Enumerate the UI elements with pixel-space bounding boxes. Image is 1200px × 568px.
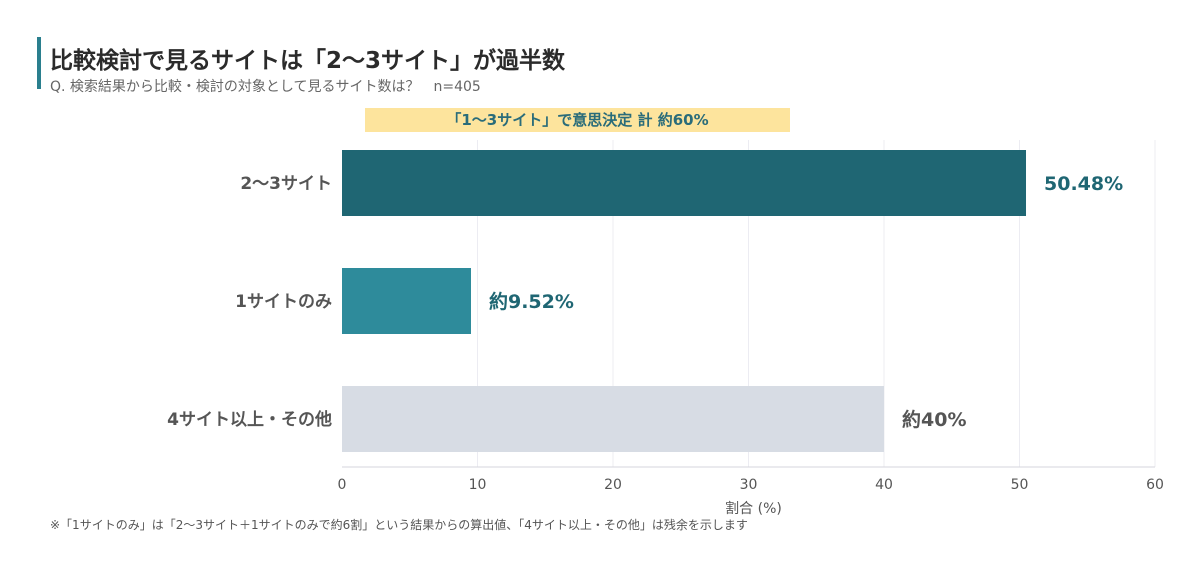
category-label: 4サイト以上・その他 [167, 409, 332, 430]
chart-subtitle: Q. 検索結果から比較・検討の対象として見るサイト数は？ n=405 [50, 76, 481, 96]
x-axis-title: 割合 (%) [725, 500, 782, 517]
bar [342, 386, 884, 452]
highlight-banner: 「1〜3サイト」で意思決定 計 約60% [365, 108, 790, 132]
x-tick-label: 20 [604, 477, 622, 493]
x-tick-label: 10 [469, 477, 487, 493]
bar [342, 268, 471, 334]
bar [342, 150, 1027, 216]
category-label: 1サイトのみ [235, 292, 332, 312]
x-tick-label: 40 [875, 477, 893, 493]
question-text: Q. 検索結果から比較・検討の対象として見るサイト数は？ [50, 79, 420, 95]
x-tick-label: 50 [1011, 477, 1029, 493]
x-tick-label: 30 [740, 477, 758, 493]
title-accent-bar [37, 37, 41, 89]
footnote: ※「1サイトのみ」は「2〜3サイト＋1サイトのみで約6割」という結果からの算出値… [50, 518, 748, 532]
data-label: 約40% [902, 408, 966, 431]
sample-size: n=405 [433, 79, 481, 95]
data-label: 50.48% [1044, 173, 1123, 195]
category-label: 2〜3サイト [240, 174, 332, 194]
data-label: 約9.52% [489, 290, 574, 313]
chart-title: 比較検討で見るサイトは「2〜3サイト」が過半数 [50, 48, 566, 74]
x-tick-label: 0 [338, 477, 347, 493]
x-tick-label: 60 [1146, 477, 1164, 493]
